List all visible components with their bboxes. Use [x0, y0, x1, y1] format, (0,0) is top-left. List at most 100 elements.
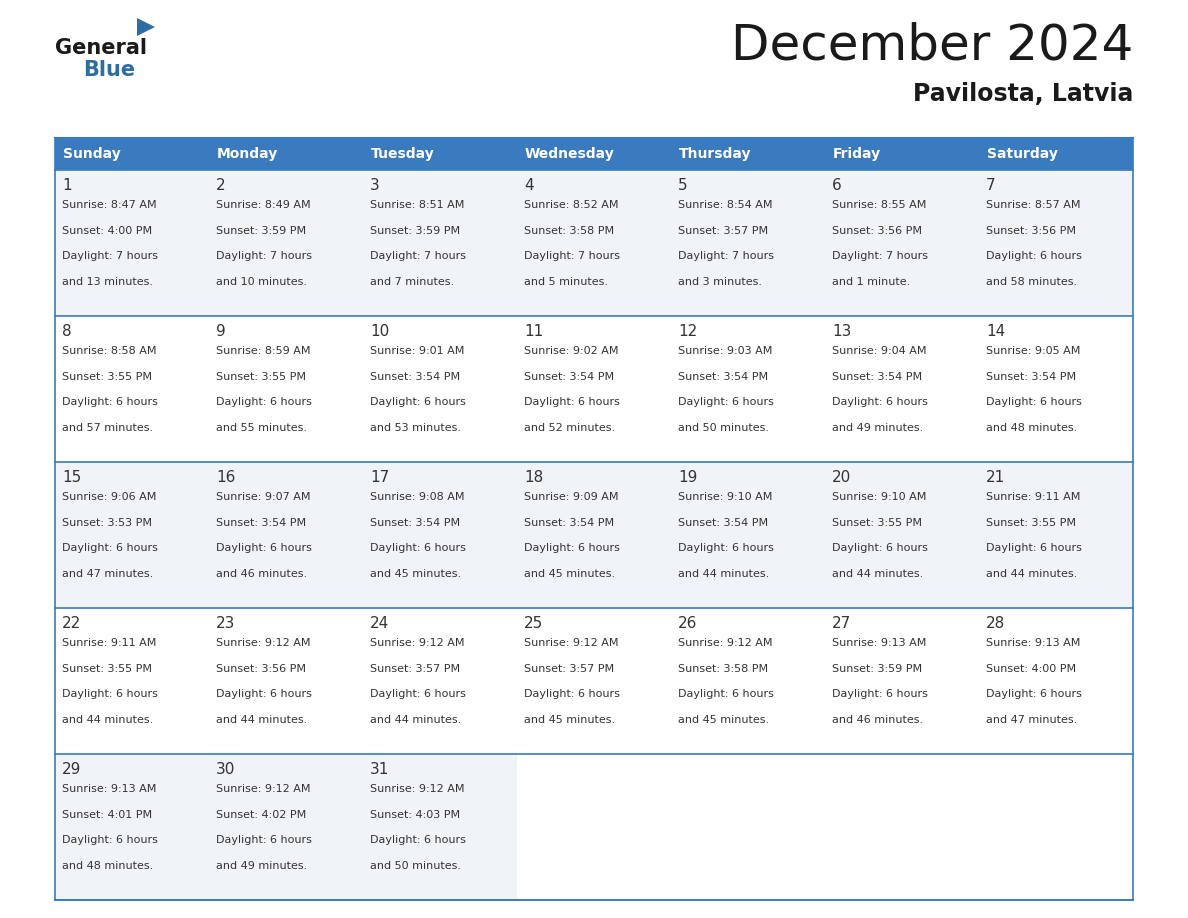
- Text: 20: 20: [832, 470, 852, 485]
- Text: 27: 27: [832, 616, 852, 631]
- Text: Daylight: 6 hours: Daylight: 6 hours: [369, 543, 466, 554]
- Text: Sunrise: 9:12 AM: Sunrise: 9:12 AM: [369, 638, 465, 648]
- Text: 10: 10: [369, 324, 390, 339]
- Bar: [824, 138, 979, 170]
- Text: Sunrise: 9:12 AM: Sunrise: 9:12 AM: [216, 784, 310, 794]
- Text: Sunset: 3:55 PM: Sunset: 3:55 PM: [986, 518, 1076, 528]
- Text: and 53 minutes.: and 53 minutes.: [369, 422, 461, 432]
- Text: Sunrise: 9:08 AM: Sunrise: 9:08 AM: [369, 492, 465, 502]
- Text: Sunset: 4:03 PM: Sunset: 4:03 PM: [369, 810, 460, 820]
- Text: Sunset: 4:00 PM: Sunset: 4:00 PM: [62, 226, 152, 236]
- Text: Daylight: 6 hours: Daylight: 6 hours: [986, 252, 1082, 261]
- Text: Thursday: Thursday: [680, 147, 752, 161]
- Text: and 7 minutes.: and 7 minutes.: [369, 276, 454, 286]
- Text: Sunrise: 8:57 AM: Sunrise: 8:57 AM: [986, 200, 1081, 210]
- Bar: [55, 754, 209, 900]
- Text: Sunrise: 9:06 AM: Sunrise: 9:06 AM: [62, 492, 157, 502]
- Text: Sunrise: 9:10 AM: Sunrise: 9:10 AM: [678, 492, 772, 502]
- Bar: [824, 462, 979, 608]
- Text: Tuesday: Tuesday: [371, 147, 435, 161]
- Text: and 48 minutes.: and 48 minutes.: [986, 422, 1078, 432]
- Text: Sunset: 3:57 PM: Sunset: 3:57 PM: [369, 664, 460, 674]
- Text: Sunset: 3:54 PM: Sunset: 3:54 PM: [986, 372, 1076, 382]
- Text: and 57 minutes.: and 57 minutes.: [62, 422, 153, 432]
- Text: Sunrise: 9:02 AM: Sunrise: 9:02 AM: [524, 346, 619, 356]
- Text: Sunrise: 9:12 AM: Sunrise: 9:12 AM: [369, 784, 465, 794]
- Text: 1: 1: [62, 178, 71, 193]
- Text: and 45 minutes.: and 45 minutes.: [524, 714, 615, 724]
- Text: Daylight: 6 hours: Daylight: 6 hours: [832, 689, 928, 700]
- Text: Sunrise: 9:12 AM: Sunrise: 9:12 AM: [524, 638, 619, 648]
- Text: General: General: [55, 38, 147, 58]
- Text: Daylight: 6 hours: Daylight: 6 hours: [62, 689, 158, 700]
- Text: and 46 minutes.: and 46 minutes.: [216, 568, 308, 578]
- Text: and 45 minutes.: and 45 minutes.: [678, 714, 769, 724]
- Text: Sunset: 3:59 PM: Sunset: 3:59 PM: [369, 226, 460, 236]
- Text: Sunrise: 9:11 AM: Sunrise: 9:11 AM: [62, 638, 157, 648]
- Text: and 44 minutes.: and 44 minutes.: [832, 568, 923, 578]
- Text: 23: 23: [216, 616, 235, 631]
- Text: Monday: Monday: [217, 147, 278, 161]
- Text: Sunrise: 9:13 AM: Sunrise: 9:13 AM: [832, 638, 927, 648]
- Bar: [671, 316, 824, 462]
- Bar: [979, 138, 1133, 170]
- Bar: [517, 170, 671, 316]
- Text: and 58 minutes.: and 58 minutes.: [986, 276, 1078, 286]
- Bar: [364, 316, 517, 462]
- Bar: [824, 170, 979, 316]
- Text: Sunrise: 8:54 AM: Sunrise: 8:54 AM: [678, 200, 772, 210]
- Text: 24: 24: [369, 616, 390, 631]
- Text: Daylight: 6 hours: Daylight: 6 hours: [524, 543, 620, 554]
- Text: and 44 minutes.: and 44 minutes.: [986, 568, 1078, 578]
- Text: 22: 22: [62, 616, 81, 631]
- Text: and 44 minutes.: and 44 minutes.: [678, 568, 770, 578]
- Bar: [209, 316, 364, 462]
- Text: and 55 minutes.: and 55 minutes.: [216, 422, 307, 432]
- Text: Friday: Friday: [833, 147, 881, 161]
- Bar: [55, 462, 209, 608]
- Text: Sunset: 4:02 PM: Sunset: 4:02 PM: [216, 810, 307, 820]
- Text: 29: 29: [62, 762, 81, 777]
- Bar: [209, 138, 364, 170]
- Text: Daylight: 6 hours: Daylight: 6 hours: [216, 397, 312, 407]
- Text: Daylight: 7 hours: Daylight: 7 hours: [216, 252, 312, 261]
- Text: Sunset: 3:58 PM: Sunset: 3:58 PM: [524, 226, 614, 236]
- Text: Sunrise: 9:07 AM: Sunrise: 9:07 AM: [216, 492, 310, 502]
- Text: and 48 minutes.: and 48 minutes.: [62, 861, 153, 870]
- Text: Daylight: 6 hours: Daylight: 6 hours: [62, 543, 158, 554]
- Text: Sunset: 3:56 PM: Sunset: 3:56 PM: [832, 226, 922, 236]
- Text: 5: 5: [678, 178, 688, 193]
- Text: 14: 14: [986, 324, 1005, 339]
- Text: 13: 13: [832, 324, 852, 339]
- Bar: [209, 754, 364, 900]
- Text: Daylight: 6 hours: Daylight: 6 hours: [369, 689, 466, 700]
- Text: 3: 3: [369, 178, 380, 193]
- Text: and 50 minutes.: and 50 minutes.: [678, 422, 769, 432]
- Bar: [517, 462, 671, 608]
- Text: and 10 minutes.: and 10 minutes.: [216, 276, 307, 286]
- Text: Saturday: Saturday: [987, 147, 1057, 161]
- Text: Sunrise: 8:59 AM: Sunrise: 8:59 AM: [216, 346, 310, 356]
- Text: Sunset: 4:00 PM: Sunset: 4:00 PM: [986, 664, 1076, 674]
- Text: Sunrise: 8:52 AM: Sunrise: 8:52 AM: [524, 200, 619, 210]
- Text: 4: 4: [524, 178, 533, 193]
- Text: 7: 7: [986, 178, 996, 193]
- Text: Sunrise: 9:13 AM: Sunrise: 9:13 AM: [986, 638, 1080, 648]
- Text: Sunset: 3:55 PM: Sunset: 3:55 PM: [216, 372, 307, 382]
- Text: and 45 minutes.: and 45 minutes.: [524, 568, 615, 578]
- Bar: [364, 608, 517, 754]
- Text: Daylight: 7 hours: Daylight: 7 hours: [678, 252, 775, 261]
- Text: Sunset: 4:01 PM: Sunset: 4:01 PM: [62, 810, 152, 820]
- Text: Daylight: 7 hours: Daylight: 7 hours: [524, 252, 620, 261]
- Text: 15: 15: [62, 470, 81, 485]
- Text: 11: 11: [524, 324, 543, 339]
- Text: and 3 minutes.: and 3 minutes.: [678, 276, 762, 286]
- Text: Sunset: 3:54 PM: Sunset: 3:54 PM: [524, 518, 614, 528]
- Text: Daylight: 6 hours: Daylight: 6 hours: [369, 835, 466, 845]
- Bar: [364, 462, 517, 608]
- Bar: [824, 316, 979, 462]
- Text: 25: 25: [524, 616, 543, 631]
- Text: 2: 2: [216, 178, 226, 193]
- Text: Sunrise: 9:12 AM: Sunrise: 9:12 AM: [216, 638, 310, 648]
- Text: and 13 minutes.: and 13 minutes.: [62, 276, 153, 286]
